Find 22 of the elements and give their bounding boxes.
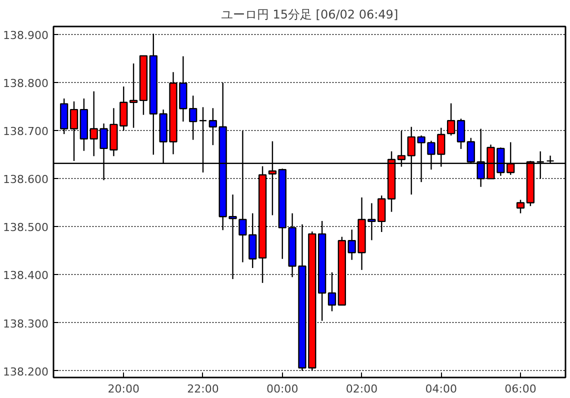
y-tick-label: 138.500 [3, 221, 49, 234]
x-tick-label: 20:00 [108, 382, 140, 396]
candlestick [208, 108, 217, 146]
candlestick [129, 62, 138, 128]
x-tick-label: 06:00 [504, 382, 536, 396]
candlestick [328, 272, 336, 312]
y-tick-label: 138.900 [3, 29, 49, 42]
candlestick [446, 102, 456, 136]
x-tick-label: 02:00 [346, 382, 378, 396]
x-tick-label: 22:00 [187, 382, 219, 396]
y-tick-label: 138.700 [3, 125, 49, 138]
x-tick-label: 04:00 [425, 382, 457, 396]
y-tick-label: 138.200 [3, 365, 49, 378]
chart-title: ユーロ円 15分足 [06/02 06:49] [220, 8, 398, 22]
y-tick-label: 138.300 [3, 317, 49, 330]
candlestick [189, 95, 198, 140]
y-tick-label: 138.800 [3, 77, 49, 90]
candlestick [516, 199, 525, 214]
y-tick-label: 138.400 [3, 269, 49, 282]
y-tick-label: 138.600 [3, 173, 49, 186]
x-tick-label: 00:00 [266, 382, 298, 396]
candlestick [456, 118, 466, 150]
